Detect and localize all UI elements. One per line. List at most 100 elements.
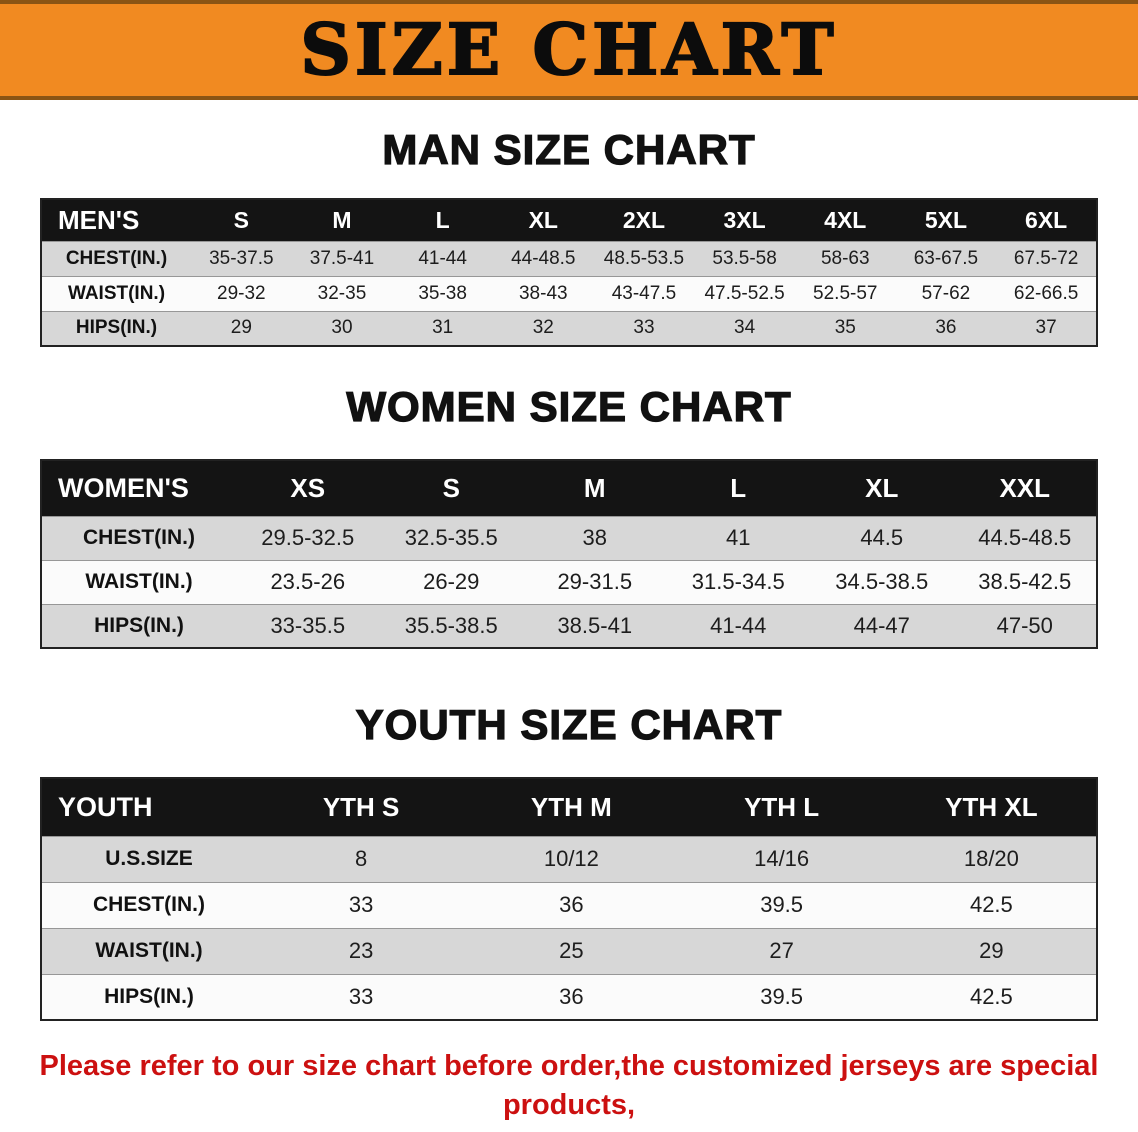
footer-notice: Please refer to our size chart before or… (0, 1047, 1138, 1132)
measurement-value: 36 (559, 983, 584, 1009)
women-size-table: WOMEN'S XS S M L XL XXL CHEST(IN.) 29.5-32.5 32.5… (40, 459, 1098, 649)
measurement-value: 29.5-32.5 (261, 525, 355, 550)
measurement-value: 44.5-48.5 (978, 525, 1072, 550)
size-column-header: YTH M (466, 778, 677, 836)
size-column-header: 4XL (794, 199, 896, 241)
measurement-value: 10/12 (543, 846, 599, 871)
table-header-row: WOMEN'S XS S M L XL XXL (41, 460, 1097, 516)
measurement-value: 38-43 (518, 282, 568, 304)
measurement-value: 39.5 (760, 983, 804, 1009)
row-label: WAIST(IN.) (67, 282, 166, 304)
table-row: HIPS(IN.) 33 36 39.5 42.5 (41, 974, 1097, 1020)
measurement-value: 8 (355, 846, 368, 871)
size-column-header: L (666, 460, 810, 516)
measurement-value: 34 (734, 317, 756, 339)
size-column-header: XS (236, 460, 380, 516)
page-title: SIZE CHART (299, 8, 838, 91)
women-size-heading: WOMEN SIZE CHART (346, 382, 792, 430)
measurement-value: 37.5-41 (309, 247, 375, 269)
measurement-value: 35.5-38.5 (404, 612, 498, 638)
measurement-value: 35 (834, 317, 856, 339)
measurement-value: 31.5-34.5 (691, 569, 785, 594)
row-label: WAIST(IN.) (85, 570, 193, 593)
table-corner-label: YOUTH (41, 778, 256, 836)
size-column-header: XL (810, 460, 954, 516)
youth-size-section: YOUTH SIZE CHART YOUTH YTH S YTH M YTH L YTH … (0, 700, 1138, 1021)
measurement-value: 23.5-26 (270, 569, 346, 594)
measurement-value: 53.5-58 (712, 247, 777, 269)
measurement-value: 23 (348, 938, 374, 963)
measurement-value: 67.5-72 (1013, 247, 1079, 269)
banner: SIZE CHART (0, 0, 1138, 100)
measurement-value: 57-62 (921, 282, 971, 304)
measurement-value: 33 (633, 317, 655, 339)
sections-container: MAN SIZE CHART MEN'S S M L XL 2XL 3XL 4XL 5XL 6XL C… (0, 125, 1138, 1021)
size-column-header: 5XL (895, 199, 997, 241)
youth-size-heading: YOUTH SIZE CHART (355, 700, 783, 748)
size-column-header: 3XL (694, 199, 795, 241)
measurement-value: 44-48.5 (511, 247, 576, 269)
measurement-value: 62-66.5 (1013, 282, 1079, 304)
women-size-section: WOMEN SIZE CHART WOMEN'S XS S M L XL XXL CHEST(I… (0, 382, 1138, 649)
size-column-header: YTH L (676, 778, 887, 836)
table-row: HIPS(IN.) 29 30 31 32 33 34 35 36 37 (41, 311, 1097, 346)
row-label: U.S.SIZE (105, 847, 193, 870)
measurement-value: 35-38 (418, 282, 467, 304)
measurement-value: 63-67.5 (913, 247, 979, 269)
table-row: HIPS(IN.) 33-35.5 35.5-38.5 38.5-41 41-44 44-… (41, 604, 1097, 648)
measurement-value: 29-31.5 (557, 569, 633, 594)
size-column-header: M (291, 199, 393, 241)
table-row: WAIST(IN.) 29-32 32-35 35-38 38-43 43-47.5 47.… (41, 276, 1097, 311)
measurement-value: 36 (935, 317, 957, 339)
measurement-value: 33 (348, 983, 374, 1009)
notice-line-1: Please refer to our size chart before or… (39, 1050, 1099, 1122)
measurement-value: 39.5 (760, 892, 804, 917)
row-label: HIPS(IN.) (75, 317, 158, 339)
table-corner-label: MEN'S (41, 199, 191, 241)
measurement-value: 47.5-52.5 (704, 282, 785, 304)
row-label: HIPS(IN.) (94, 613, 184, 637)
measurement-value: 41 (726, 525, 751, 550)
measurement-value: 25 (559, 938, 584, 963)
measurement-value: 44.5 (860, 525, 904, 550)
table-header-row: MEN'S S M L XL 2XL 3XL 4XL 5XL 6XL (41, 199, 1097, 241)
measurement-value: 58-63 (820, 247, 870, 269)
measurement-value: 31 (432, 317, 454, 339)
measurement-value: 32.5-35.5 (404, 525, 498, 550)
measurement-value: 38.5-41 (557, 612, 633, 638)
size-column-header: M (523, 460, 667, 516)
measurement-value: 48.5-53.5 (603, 247, 685, 269)
measurement-value: 32 (532, 317, 554, 339)
row-label: CHEST(IN.) (83, 526, 195, 549)
size-column-header: XL (492, 199, 594, 241)
row-label: HIPS(IN.) (104, 984, 194, 1008)
size-column-header: XXL (953, 460, 1097, 516)
measurement-value: 36 (559, 892, 584, 917)
measurement-value: 33-35.5 (270, 612, 346, 638)
measurement-value: 38.5-42.5 (978, 569, 1072, 594)
size-column-header: YTH XL (886, 778, 1097, 836)
youth-size-table: YOUTH YTH S YTH M YTH L YTH XL U.S.SIZE 8 10/12… (40, 777, 1098, 1021)
men-size-table: MEN'S S M L XL 2XL 3XL 4XL 5XL 6XL CHEST(IN.) 35-37… (40, 198, 1098, 347)
measurement-value: 29 (979, 938, 1004, 963)
row-label: CHEST(IN.) (93, 893, 205, 916)
measurement-value: 18/20 (963, 846, 1019, 871)
measurement-value: 29-32 (217, 282, 266, 304)
measurement-value: 42.5 (969, 892, 1013, 917)
size-column-header: 2XL (593, 199, 695, 241)
table-row: CHEST(IN.) 29.5-32.5 32.5-35.5 38 41 44.5 44.5… (41, 516, 1097, 560)
table-row: CHEST(IN.) 33 36 39.5 42.5 (41, 882, 1097, 928)
measurement-value: 41-44 (710, 612, 767, 638)
measurement-value: 44-47 (853, 612, 910, 638)
size-column-header: S (191, 199, 292, 241)
measurement-value: 32-35 (317, 282, 367, 304)
measurement-value: 27 (769, 938, 794, 963)
row-label: WAIST(IN.) (95, 939, 203, 962)
table-corner-label: WOMEN'S (41, 460, 236, 516)
measurement-value: 30 (331, 317, 353, 339)
table-header-row: YOUTH YTH S YTH M YTH L YTH XL (41, 778, 1097, 836)
measurement-value: 14/16 (754, 846, 810, 871)
table-row: CHEST(IN.) 35-37.5 37.5-41 41-44 44-48.5 48.5… (41, 241, 1097, 276)
row-label: CHEST(IN.) (65, 247, 168, 269)
